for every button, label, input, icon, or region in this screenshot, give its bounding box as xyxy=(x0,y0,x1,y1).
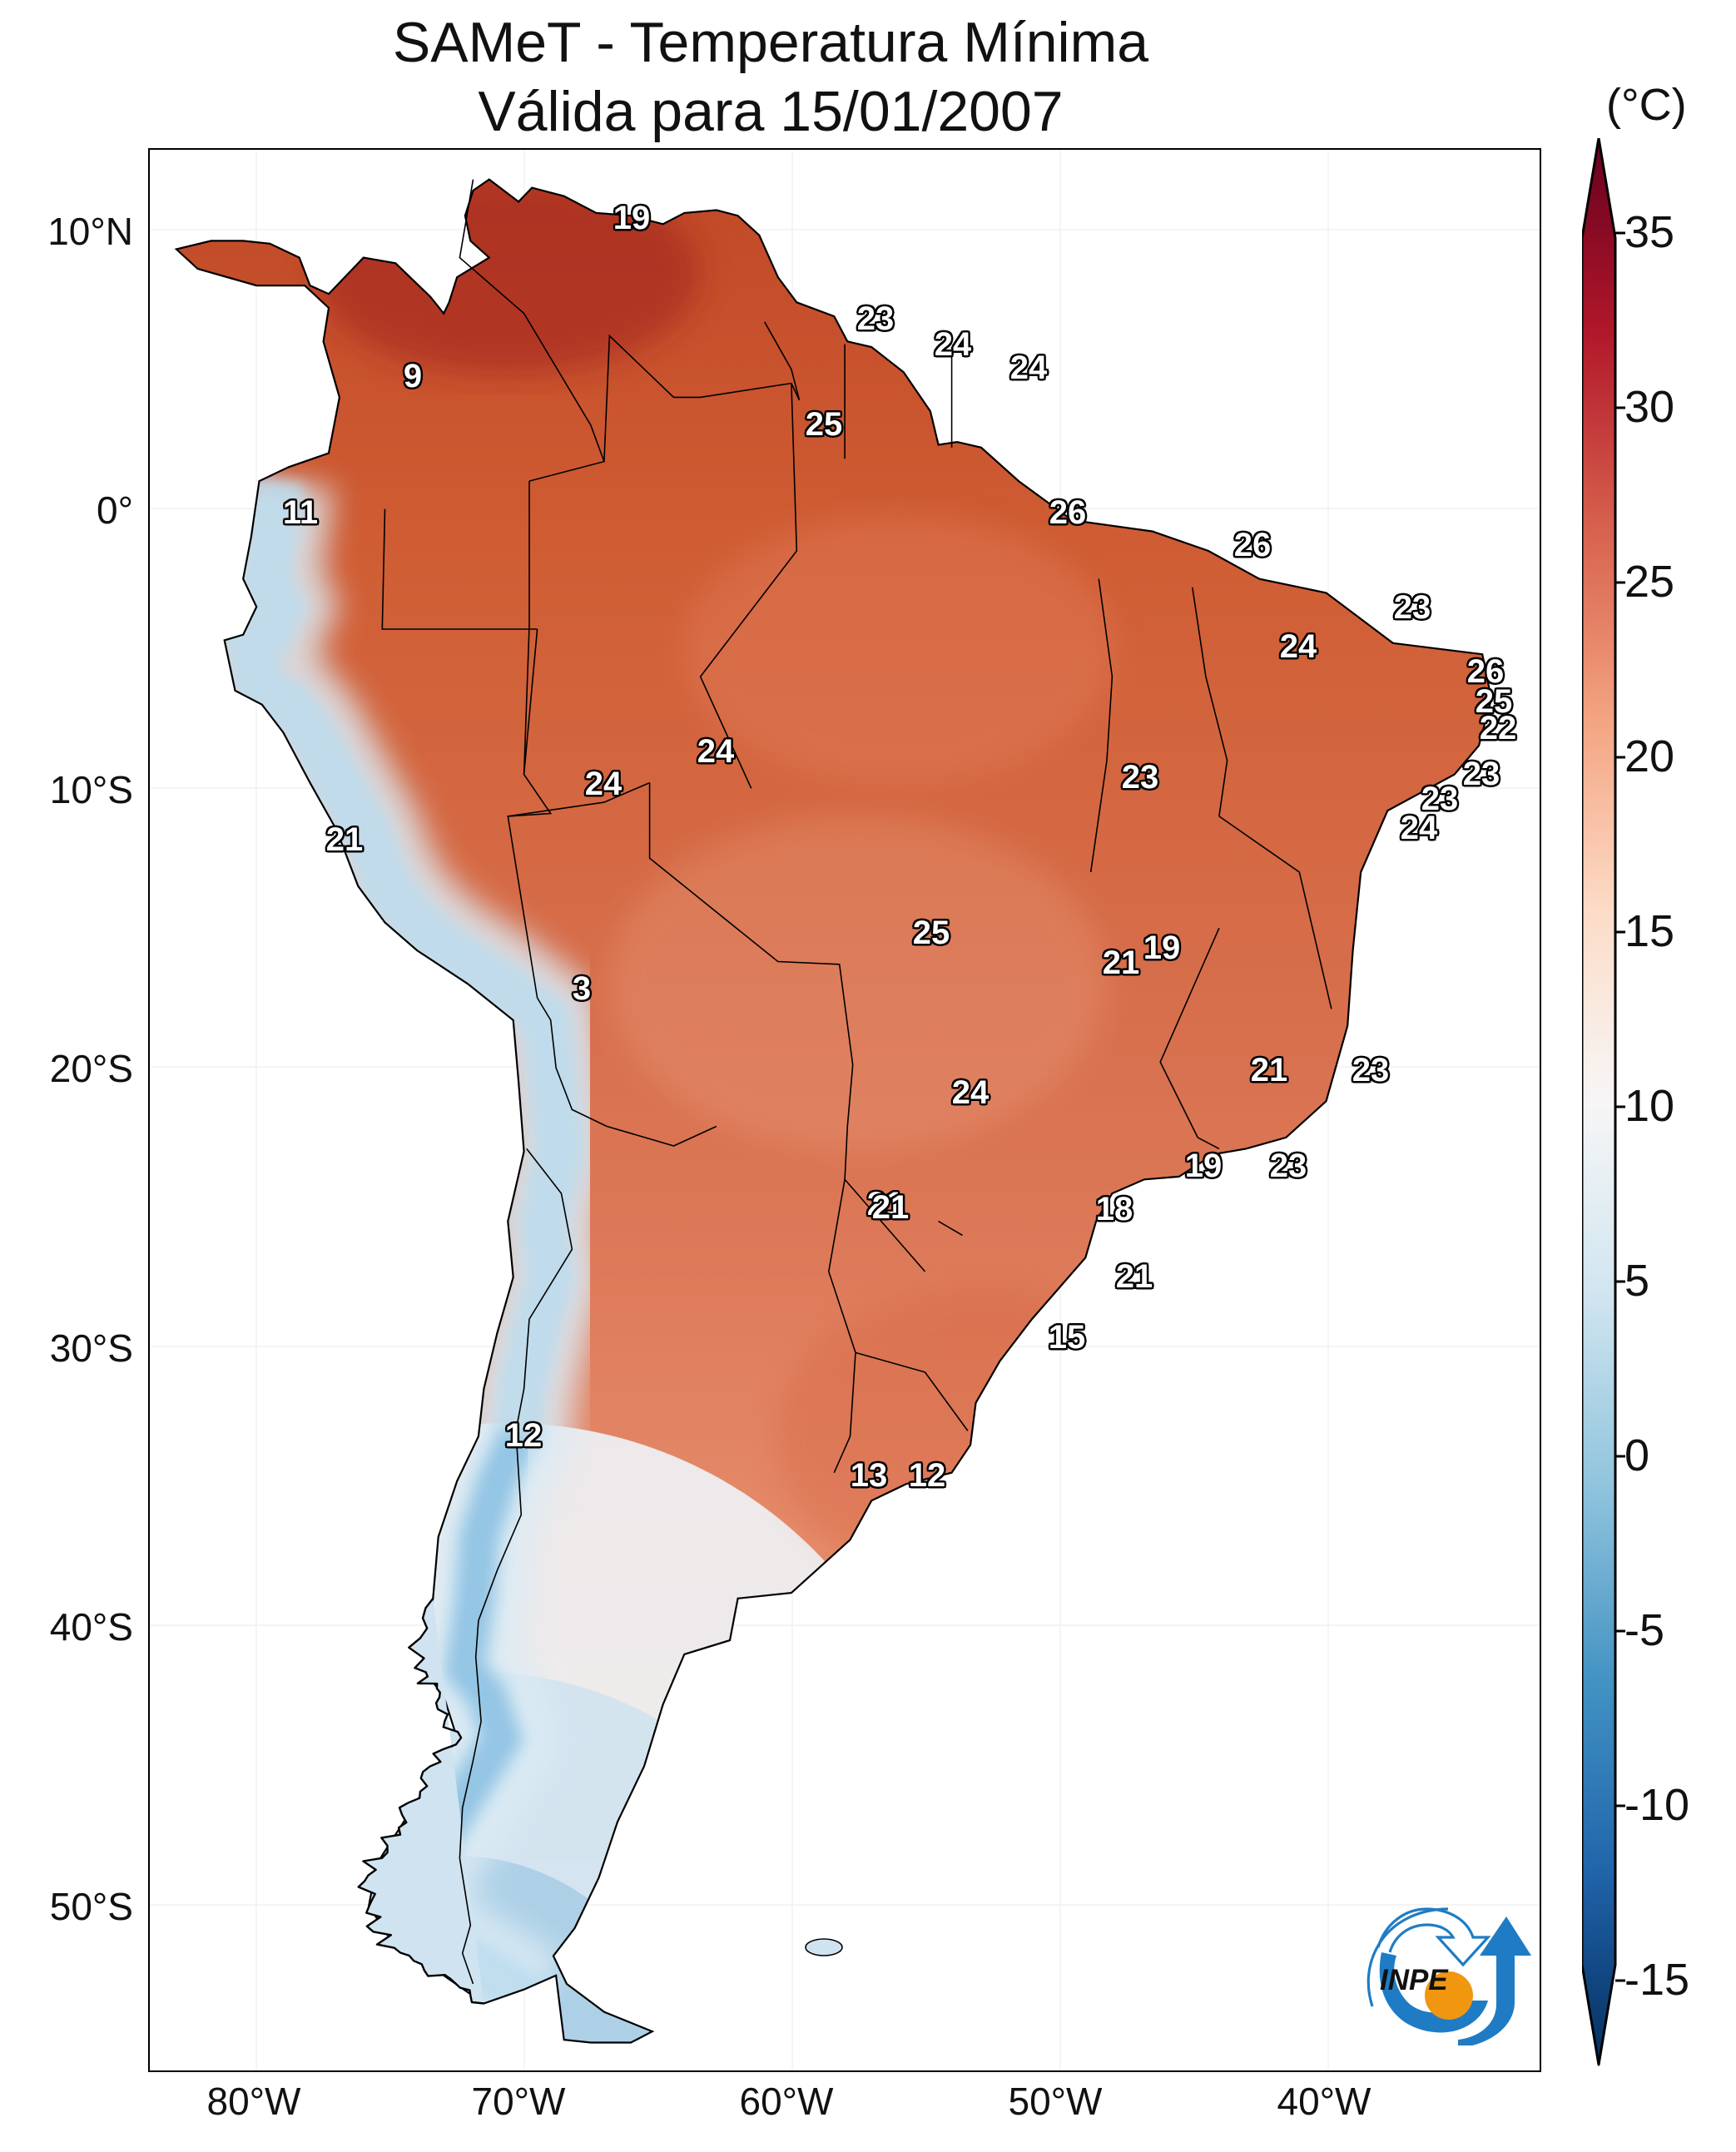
svg-text:INPE: INPE xyxy=(1380,1964,1449,1996)
